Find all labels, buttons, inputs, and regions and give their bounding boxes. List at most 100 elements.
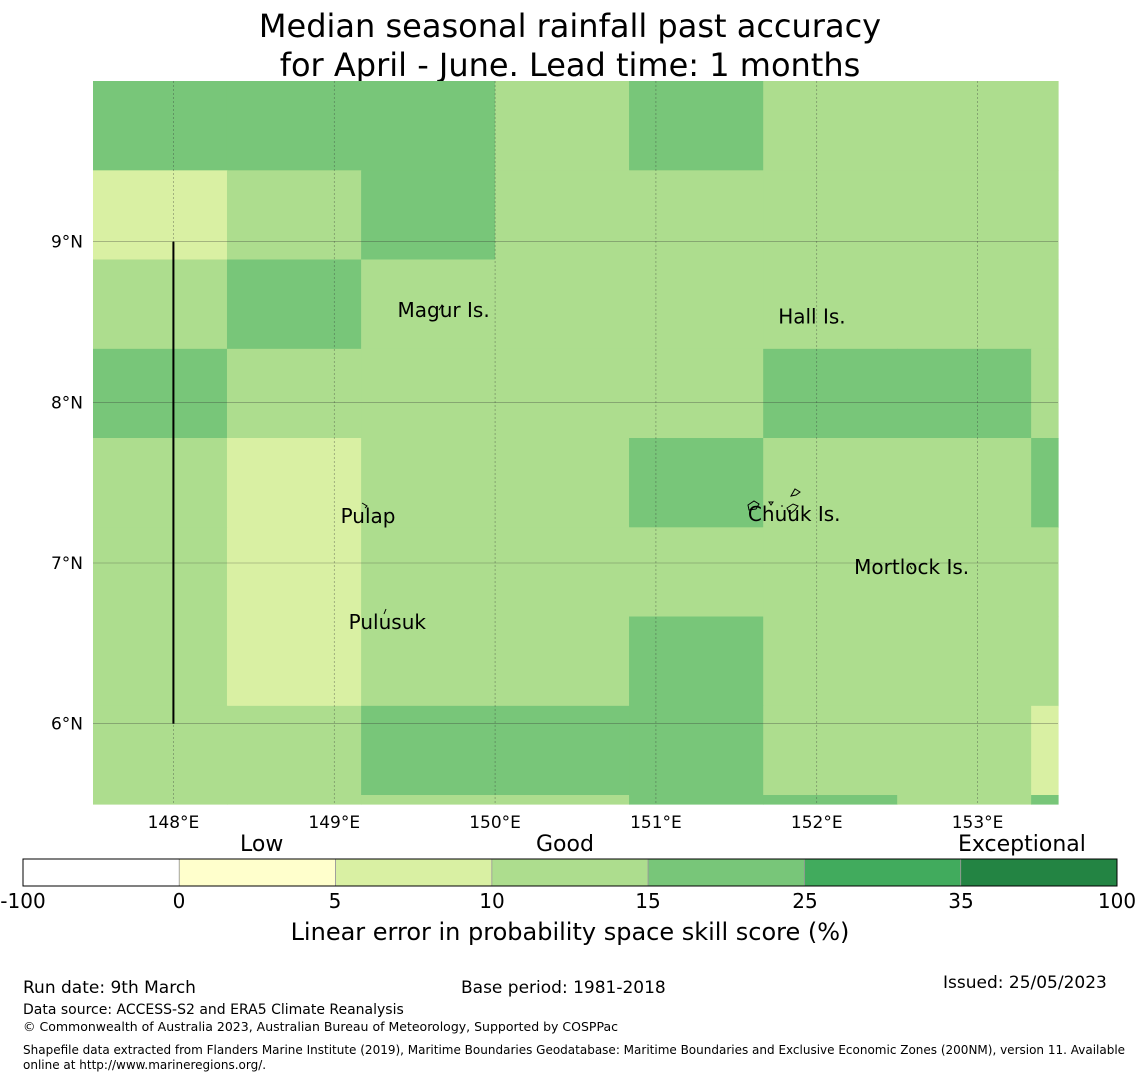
grid-cell	[495, 705, 630, 796]
place-label: Mortlock Is.	[854, 555, 969, 579]
grid-cell	[763, 348, 898, 439]
grid-cell	[361, 438, 496, 528]
grid-cell	[226, 170, 362, 261]
grid-cell	[763, 527, 898, 618]
grid-cell	[495, 170, 630, 261]
latitude-tick-label: 8°N	[51, 393, 83, 413]
grid-cell	[897, 795, 1032, 805]
grid-cell	[629, 170, 764, 261]
colorbar-tick-3: 10	[479, 889, 505, 913]
colorbar-swatch	[804, 858, 962, 887]
colorbar-label: Linear error in probability space skill …	[290, 918, 850, 946]
grid-cell	[629, 795, 764, 805]
grid-cell	[763, 795, 898, 805]
grid-cell	[629, 438, 764, 528]
skill-grid-cells	[93, 81, 1059, 805]
longitude-tick-label: 153°E	[952, 813, 1004, 833]
grid-cell	[1031, 170, 1059, 261]
longitude-tick-label: 151°E	[630, 813, 682, 833]
category-good: Good	[536, 832, 594, 857]
grid-cell	[897, 527, 1032, 618]
colorbar-swatch	[647, 858, 805, 887]
latitude-tick-label: 9°N	[51, 233, 83, 253]
shapefile-credit-line-1: Shapefile data extracted from Flanders M…	[23, 1043, 1126, 1057]
grid-cell	[629, 259, 764, 350]
grid-cell	[495, 616, 630, 707]
grid-cell	[361, 795, 496, 805]
latitude-tick-label: 6°N	[51, 715, 83, 735]
place-label: Hall Is.	[778, 305, 845, 329]
longitude-tick-label: 152°E	[791, 813, 843, 833]
colorbar-swatch	[178, 858, 336, 887]
place-label: Chuuk Is.	[748, 502, 841, 526]
grid-cell	[226, 705, 362, 796]
place-label: Magur Is.	[398, 298, 490, 322]
grid-cell	[763, 438, 898, 528]
grid-cell	[629, 348, 764, 439]
colorbar-tick-0: -100	[0, 889, 46, 913]
grid-cell	[361, 705, 496, 796]
longitude-tick-labels: 148°E 149°E 150°E 151°E 152°E 153°E	[148, 813, 1004, 833]
grid-cell	[495, 527, 630, 618]
latitude-tick-label: 7°N	[51, 554, 83, 574]
grid-cell	[1031, 348, 1059, 439]
grid-cell	[897, 705, 1032, 796]
grid-cell	[897, 259, 1032, 350]
grid-cell	[361, 81, 496, 171]
colorbar	[22, 858, 1118, 887]
grid-cell	[495, 81, 630, 171]
grid-cell	[361, 527, 496, 618]
longitude-tick-label: 150°E	[469, 813, 521, 833]
grid-cell	[763, 616, 898, 707]
category-low: Low	[240, 832, 284, 857]
grid-cell	[629, 705, 764, 796]
category-exceptional: Exceptional	[958, 832, 1086, 857]
run-date: Run date: 9th March	[23, 978, 196, 998]
colorbar-swatch	[335, 858, 493, 887]
grid-cell	[93, 795, 228, 805]
grid-cell	[1031, 81, 1059, 171]
grid-cell	[226, 527, 362, 618]
grid-cell	[93, 438, 228, 528]
data-source: Data source: ACCESS-S2 and ERA5 Climate …	[23, 1002, 404, 1018]
place-label: Pulap	[341, 504, 396, 528]
grid-cell	[763, 81, 898, 171]
grid-cell	[226, 616, 362, 707]
grid-cell	[495, 438, 630, 528]
base-period: Base period: 1981-2018	[461, 978, 666, 998]
place-label: Pulusuk	[349, 610, 427, 634]
grid-cell	[93, 81, 228, 171]
shapefile-credit-line-2: online at http://www.marineregions.org/.	[23, 1058, 267, 1072]
grid-cell	[93, 170, 228, 261]
grid-cell	[1031, 438, 1059, 528]
latitude-tick-labels: 9°N 8°N 7°N 6°N	[51, 233, 83, 735]
grid-cell	[93, 616, 228, 707]
grid-cell	[361, 170, 496, 261]
grid-cell	[361, 348, 496, 439]
map-title-line-1: Median seasonal rainfall past accuracy	[258, 7, 882, 45]
longitude-tick-label: 149°E	[308, 813, 360, 833]
colorbar-tick-4: 15	[635, 889, 661, 913]
grid-cell	[93, 348, 228, 439]
grid-cell	[897, 170, 1032, 261]
grid-cell	[1031, 795, 1059, 805]
colorbar-tick-2: 5	[328, 889, 342, 913]
grid-cell	[763, 705, 898, 796]
grid-cell	[897, 81, 1032, 171]
grid-cell	[361, 259, 496, 350]
grid-cell	[1031, 705, 1059, 796]
grid-cell	[763, 170, 898, 261]
place-labels: Magur Is. Hall Is. Pulap Chuuk Is. Mortlock …	[341, 298, 970, 634]
colorbar-tick-7: 100	[1097, 889, 1137, 913]
grid-cell	[1031, 259, 1059, 350]
grid-cell	[1031, 527, 1059, 618]
grid-cell	[629, 81, 764, 171]
grid-cell	[897, 616, 1032, 707]
longitude-tick-label: 148°E	[148, 813, 200, 833]
copyright: © Commonwealth of Australia 2023, Austra…	[23, 1019, 618, 1034]
grid-cell	[93, 527, 228, 618]
map-title-line-2: for April - June. Lead time: 1 months	[279, 46, 861, 84]
grid-cell	[93, 705, 228, 796]
colorbar-swatch	[491, 858, 649, 887]
grid-cell	[897, 348, 1032, 439]
